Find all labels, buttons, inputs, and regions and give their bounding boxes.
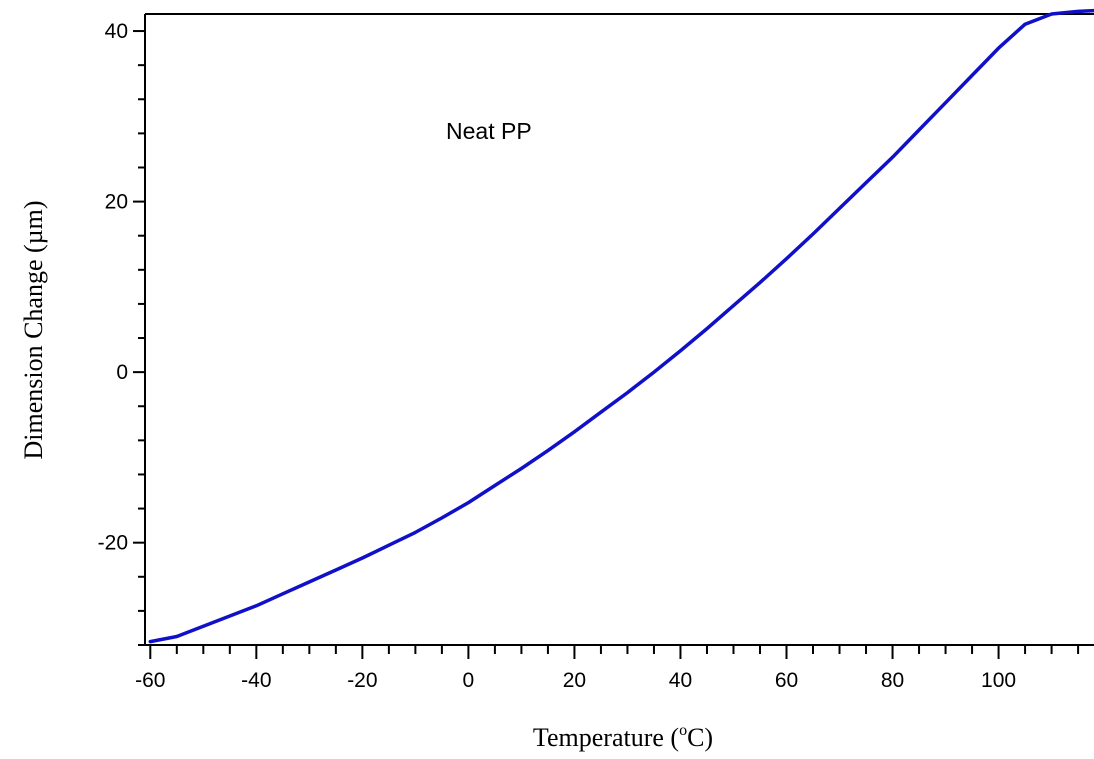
x-tick-label: -60 bbox=[135, 669, 165, 692]
x-tick-label: 0 bbox=[463, 669, 475, 692]
x-axis-title-prefix: Temperature ( bbox=[533, 723, 679, 752]
x-axis-ticks: -60 -40 -20 0 20 40 60 80 100 bbox=[135, 645, 1080, 692]
series-line bbox=[148, 8, 1094, 644]
y-axis-title: Dimension Change (µm) bbox=[19, 200, 48, 459]
x-tick-label: -20 bbox=[347, 669, 377, 692]
x-tick-label: 80 bbox=[881, 669, 904, 692]
y-tick-label: 20 bbox=[105, 191, 128, 214]
x-tick-label: 20 bbox=[563, 669, 586, 692]
series-layer bbox=[148, 8, 1094, 644]
series-annotation: Neat PP bbox=[446, 118, 532, 144]
y-tick-label: 40 bbox=[105, 20, 128, 43]
y-tick-label: 0 bbox=[116, 361, 128, 384]
x-axis-title-suffix: C) bbox=[687, 723, 713, 752]
x-tick-label: 40 bbox=[669, 669, 692, 692]
plot-frame bbox=[144, 13, 1094, 646]
x-tick-label: 100 bbox=[981, 669, 1016, 692]
x-axis-title-degree: o bbox=[679, 722, 687, 739]
y-tick-label: -20 bbox=[98, 532, 128, 555]
x-axis-title: Temperature (oC) bbox=[533, 722, 713, 752]
y-axis-ticks: -20 0 20 40 bbox=[98, 20, 145, 646]
x-tick-label: -40 bbox=[241, 669, 271, 692]
x-tick-label: 60 bbox=[775, 669, 798, 692]
